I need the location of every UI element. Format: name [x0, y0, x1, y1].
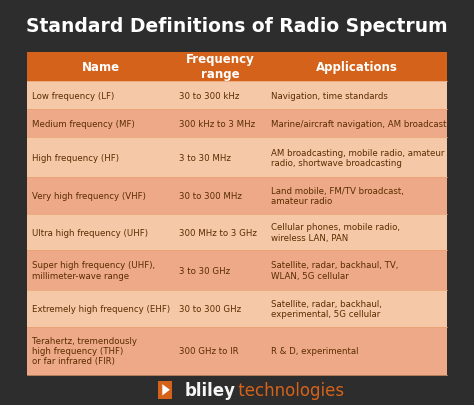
FancyBboxPatch shape — [27, 327, 447, 375]
Text: Terahertz, tremendously
high frequency (THF)
or far infrared (FIR): Terahertz, tremendously high frequency (… — [32, 336, 137, 366]
Text: R & D, experimental: R & D, experimental — [272, 346, 359, 355]
FancyBboxPatch shape — [27, 110, 447, 138]
Text: Extremely high frequency (EHF): Extremely high frequency (EHF) — [32, 304, 170, 313]
Text: Applications: Applications — [316, 61, 398, 74]
Text: Navigation, time standards: Navigation, time standards — [272, 92, 388, 100]
Text: Satellite, radar, backhaul, TV,
WLAN, 5G cellular: Satellite, radar, backhaul, TV, WLAN, 5G… — [272, 261, 399, 280]
Text: Marine/aircraft navigation, AM broadcast: Marine/aircraft navigation, AM broadcast — [272, 119, 447, 128]
Text: Name: Name — [82, 61, 119, 74]
Text: Very high frequency (VHF): Very high frequency (VHF) — [32, 191, 146, 200]
FancyBboxPatch shape — [27, 290, 447, 327]
Text: Frequency
range: Frequency range — [186, 53, 255, 81]
Text: 30 to 300 GHz: 30 to 300 GHz — [179, 304, 241, 313]
Text: technologies: technologies — [233, 381, 344, 399]
Polygon shape — [162, 384, 170, 395]
Text: 300 MHz to 3 GHz: 300 MHz to 3 GHz — [179, 228, 257, 237]
Text: Low frequency (LF): Low frequency (LF) — [32, 92, 114, 100]
Text: bliley: bliley — [184, 381, 236, 399]
Text: Super high frequency (UHF),
millimeter-wave range: Super high frequency (UHF), millimeter-w… — [32, 261, 155, 280]
Text: Cellular phones, mobile radio,
wireless LAN, PAN: Cellular phones, mobile radio, wireless … — [272, 223, 401, 242]
FancyBboxPatch shape — [27, 138, 447, 177]
Text: 30 to 300 kHz: 30 to 300 kHz — [179, 92, 239, 100]
FancyBboxPatch shape — [27, 251, 447, 290]
Text: Land mobile, FM/TV broadcast,
amateur radio: Land mobile, FM/TV broadcast, amateur ra… — [272, 186, 404, 205]
Text: 300 kHz to 3 MHz: 300 kHz to 3 MHz — [179, 119, 255, 128]
Text: Standard Definitions of Radio Spectrum: Standard Definitions of Radio Spectrum — [26, 17, 448, 36]
FancyBboxPatch shape — [158, 381, 173, 399]
FancyBboxPatch shape — [27, 53, 447, 82]
Text: High frequency (HF): High frequency (HF) — [32, 153, 119, 162]
Text: Ultra high frequency (UHF): Ultra high frequency (UHF) — [32, 228, 148, 237]
FancyBboxPatch shape — [27, 82, 447, 110]
Text: Satellite, radar, backhaul,
experimental, 5G cellular: Satellite, radar, backhaul, experimental… — [272, 299, 383, 318]
Text: Medium frequency (MF): Medium frequency (MF) — [32, 119, 135, 128]
Text: 300 GHz to IR: 300 GHz to IR — [179, 346, 239, 355]
Text: 3 to 30 GHz: 3 to 30 GHz — [179, 266, 230, 275]
FancyBboxPatch shape — [27, 214, 447, 251]
Text: 3 to 30 MHz: 3 to 30 MHz — [179, 153, 231, 162]
Text: AM broadcasting, mobile radio, amateur
radio, shortwave broadcasting: AM broadcasting, mobile radio, amateur r… — [272, 148, 445, 168]
FancyBboxPatch shape — [27, 0, 447, 53]
Text: 30 to 300 MHz: 30 to 300 MHz — [179, 191, 242, 200]
FancyBboxPatch shape — [27, 375, 447, 405]
FancyBboxPatch shape — [27, 177, 447, 214]
